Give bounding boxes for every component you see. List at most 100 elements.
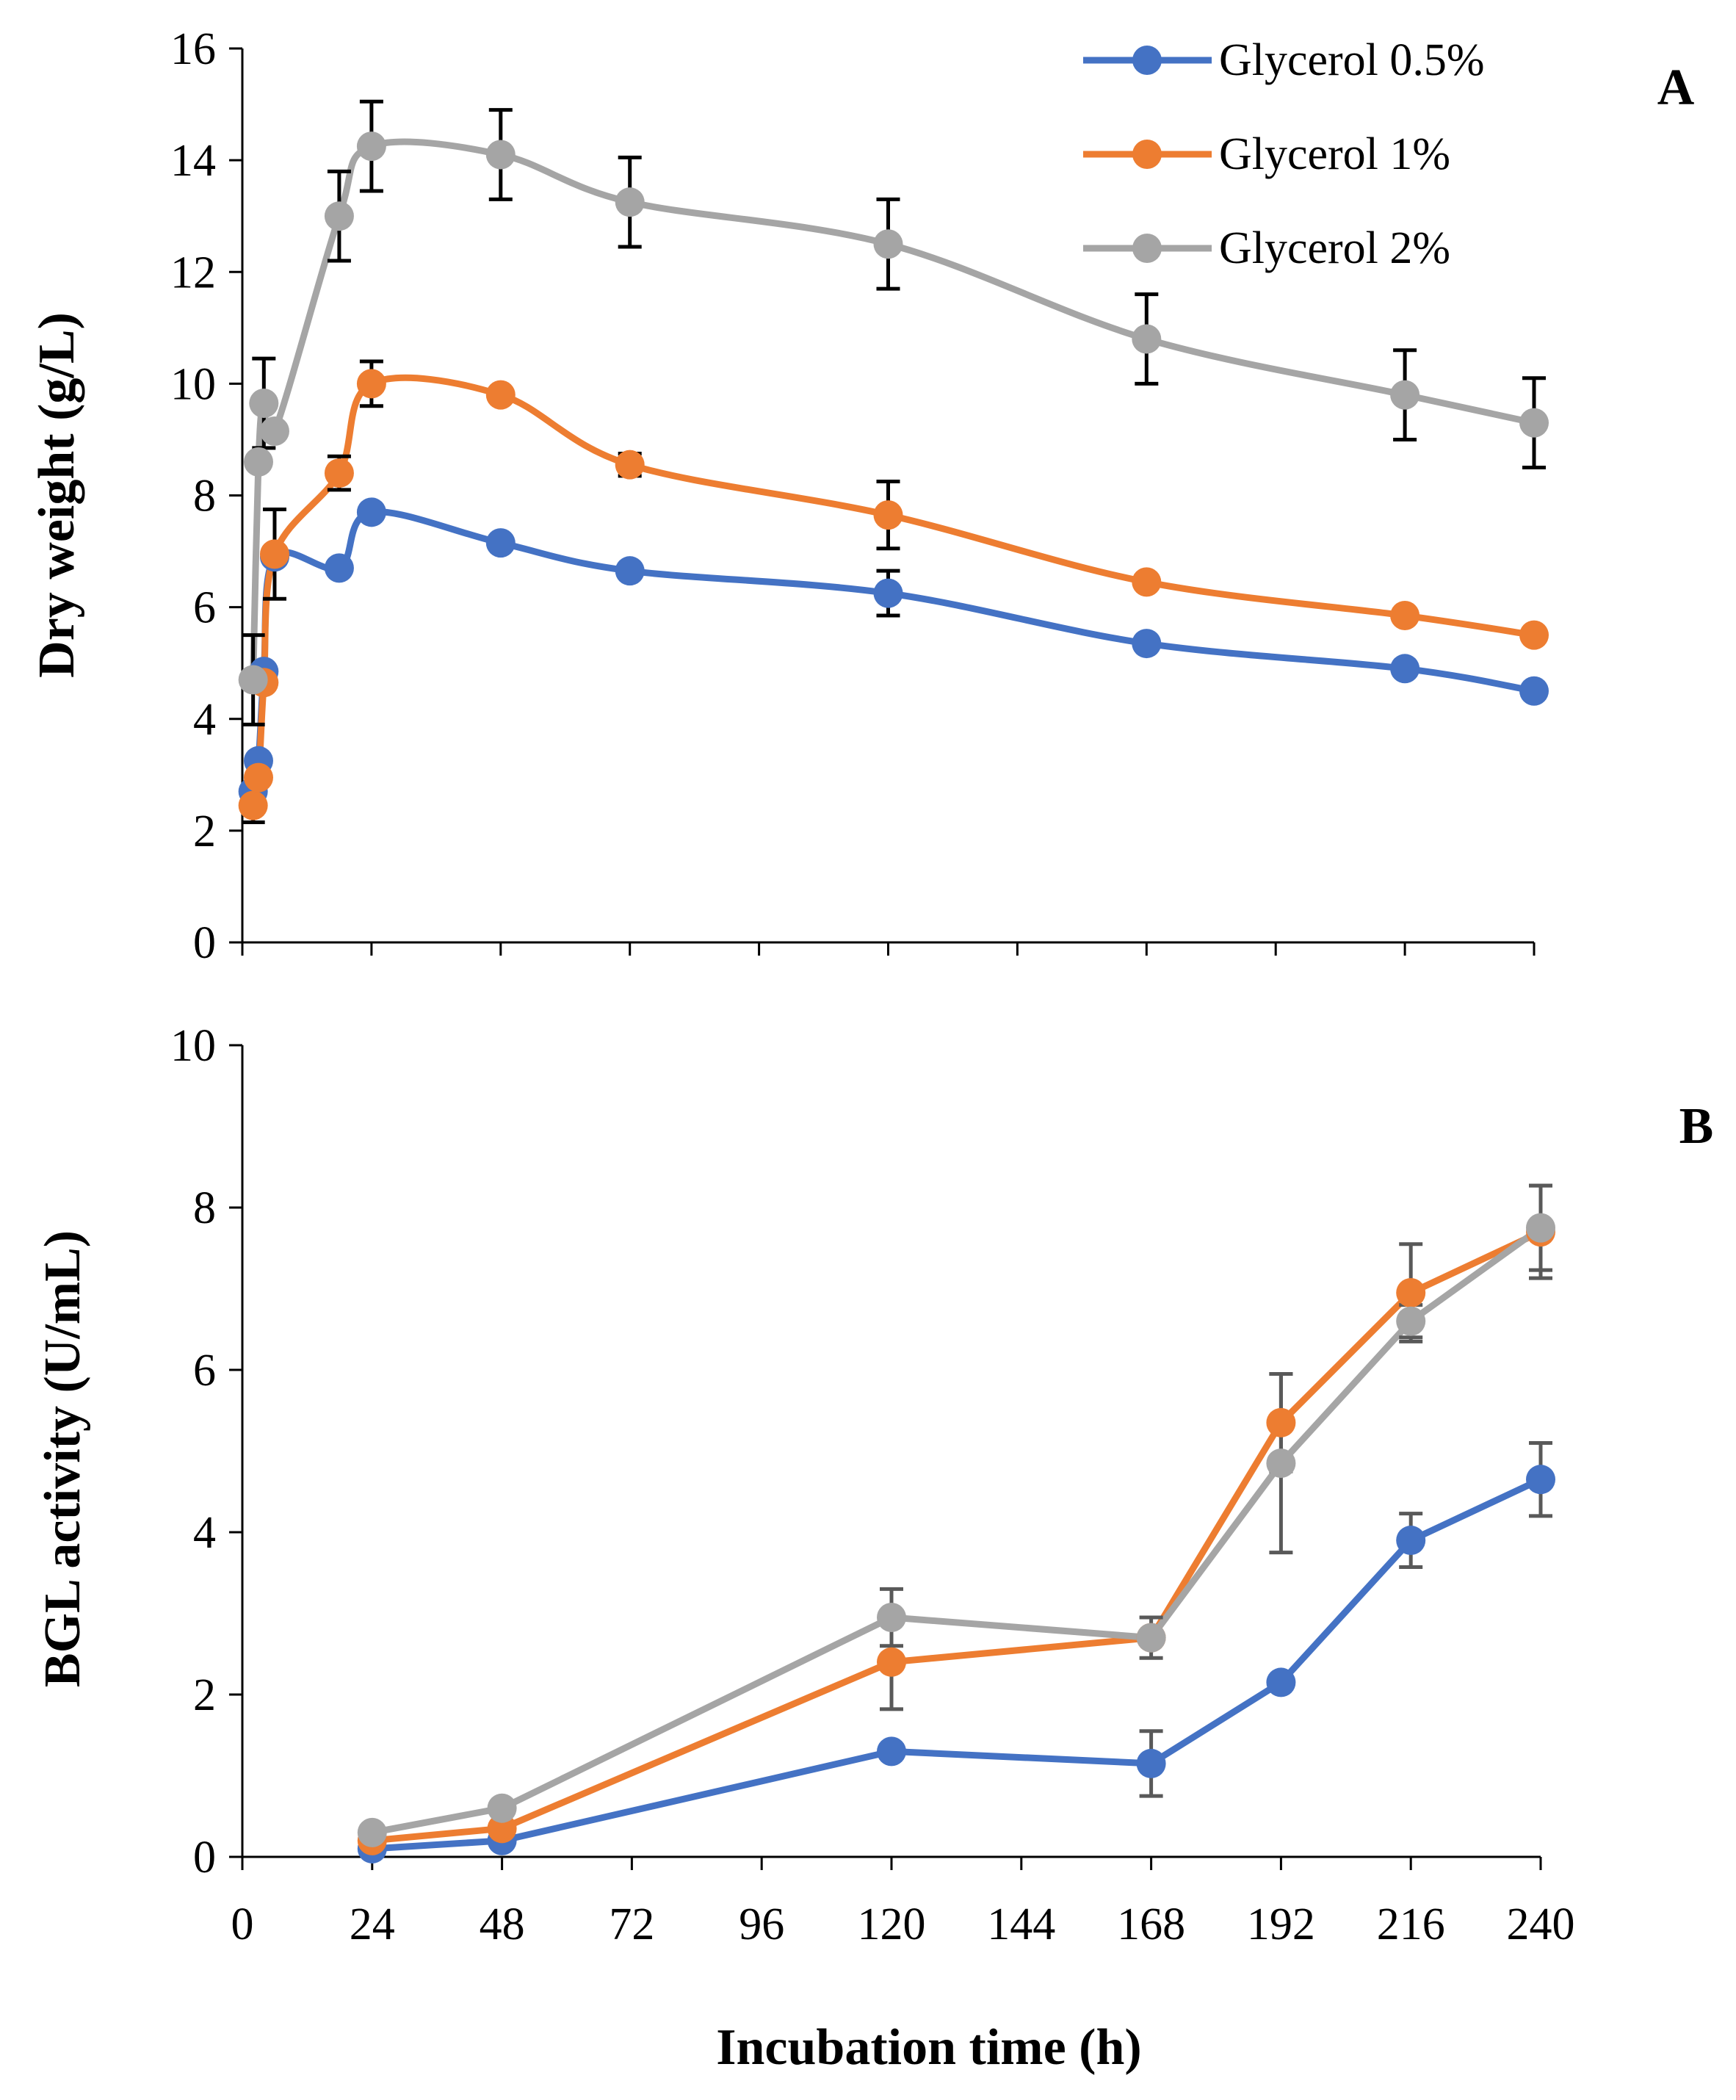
panel-a-y-tick: 14: [170, 136, 242, 186]
legend-label-glycerol-1: Glycerol 1%: [1219, 129, 1450, 179]
data-point-glycerol-0-5: [1266, 1667, 1296, 1697]
data-point-glycerol-1: [1390, 601, 1420, 631]
x-tick-label: 168: [1117, 1899, 1185, 1949]
data-point-glycerol-2: [1136, 1623, 1166, 1653]
x-tick-label: 24: [350, 1899, 395, 1949]
data-point-glycerol-2: [259, 416, 289, 447]
y-tick-label: 6: [193, 1346, 216, 1396]
data-point-glycerol-2: [873, 229, 903, 259]
x-tick-label: 72: [609, 1899, 654, 1949]
x-tick-label: 192: [1247, 1899, 1315, 1949]
y-tick-label: 0: [193, 1833, 216, 1883]
panel-a-y-tick: 12: [170, 248, 242, 297]
panel-b-y-tick: 8: [193, 1183, 242, 1233]
data-point-glycerol-1: [238, 790, 268, 820]
data-point-glycerol-1: [1266, 1407, 1296, 1437]
data-point-glycerol-2: [485, 140, 516, 170]
data-point-glycerol-0-5: [1526, 1465, 1555, 1495]
data-point-glycerol-1: [259, 539, 289, 569]
legend-item-glycerol-1: Glycerol 1%: [1083, 129, 1450, 179]
x-tick-label: 48: [480, 1899, 525, 1949]
data-point-glycerol-0-5: [1519, 676, 1549, 706]
panel-a-label: A: [1657, 59, 1695, 116]
data-point-glycerol-1: [243, 762, 273, 793]
data-point-glycerol-2: [1390, 380, 1420, 410]
data-point-glycerol-1: [873, 500, 903, 530]
panel-b-y-axis-title: BGL activity (U/mL): [35, 1230, 91, 1687]
data-point-glycerol-0-5: [1390, 654, 1420, 684]
x-tick-label: 0: [231, 1899, 254, 1949]
data-point-glycerol-0-5: [877, 1736, 906, 1767]
panel-b-y-tick: 2: [193, 1670, 242, 1720]
data-point-glycerol-2: [1266, 1448, 1296, 1479]
y-tick-label: 10: [170, 1021, 216, 1071]
legend: Glycerol 0.5% Glycerol 1% Glycerol 2%: [1083, 35, 1485, 273]
data-point-glycerol-2: [324, 201, 354, 231]
legend-label-glycerol-2: Glycerol 2%: [1219, 223, 1450, 273]
x-axis-title: Incubation time (h): [716, 2019, 1141, 2076]
data-point-glycerol-0-5: [1136, 1748, 1166, 1778]
x-tick-label: 120: [858, 1899, 926, 1949]
data-point-glycerol-0-5: [356, 497, 386, 527]
legend-marker-glycerol-2: [1132, 234, 1162, 263]
y-tick-label: 2: [193, 807, 216, 856]
data-point-glycerol-2: [615, 187, 645, 217]
data-point-glycerol-0-5: [485, 528, 516, 558]
data-point-glycerol-1: [1396, 1278, 1426, 1308]
series-line-glycerol-2: [371, 1224, 1543, 1836]
legend-label-glycerol-0-5: Glycerol 0.5%: [1219, 35, 1485, 85]
panel-a-y-tick: 6: [193, 583, 242, 633]
y-tick-label: 4: [193, 1508, 216, 1558]
data-point-glycerol-1: [1132, 567, 1162, 597]
panel-a-y-tick: 2: [193, 807, 242, 856]
data-point-glycerol-2: [238, 665, 268, 695]
panel-a-y-axis-title: Dry weight (g/L): [29, 312, 85, 678]
panel-b-y-tick: 6: [193, 1346, 242, 1396]
data-point-glycerol-0-5: [324, 553, 354, 583]
data-point-glycerol-2: [249, 388, 279, 418]
data-point-glycerol-2: [877, 1603, 906, 1633]
data-point-glycerol-1: [1519, 620, 1549, 650]
panel-a-y-tick: 4: [193, 695, 242, 745]
series-line-glycerol-0-5: [250, 508, 1535, 793]
y-tick-label: 8: [193, 1183, 216, 1233]
panel-a-dry-weight: 0 2 4 6 8 10 12 14 16 Dry weight (g/L) A Glycero…: [29, 24, 1695, 968]
y-tick-label: 16: [170, 24, 216, 74]
data-point-glycerol-1: [615, 450, 645, 480]
data-point-glycerol-2: [356, 131, 386, 162]
x-tick-label: 240: [1507, 1899, 1575, 1949]
data-point-glycerol-2: [487, 1793, 517, 1823]
panel-b-label: B: [1679, 1098, 1714, 1155]
panel-a-y-tick: 16: [170, 24, 242, 74]
panel-a-y-tick: 10: [170, 359, 242, 409]
data-point-glycerol-1: [487, 1814, 517, 1844]
panel-b-y-tick: 10: [170, 1021, 242, 1071]
data-point-glycerol-1: [877, 1647, 906, 1677]
legend-item-glycerol-2: Glycerol 2%: [1083, 223, 1450, 273]
data-point-glycerol-2: [1526, 1213, 1555, 1243]
data-point-glycerol-1: [356, 369, 386, 399]
data-point-glycerol-2: [1396, 1306, 1426, 1336]
y-tick-label: 6: [193, 583, 216, 633]
data-point-glycerol-2: [243, 447, 273, 477]
panel-a-y-tick: 8: [193, 472, 242, 522]
y-tick-label: 4: [193, 695, 216, 745]
legend-item-glycerol-0-5: Glycerol 0.5%: [1083, 35, 1485, 85]
y-tick-label: 2: [193, 1670, 216, 1720]
data-point-glycerol-2: [1519, 408, 1549, 438]
panel-b-y-tick: 0: [193, 1833, 242, 1883]
x-tick-label: 144: [987, 1899, 1055, 1949]
data-point-glycerol-2: [357, 1817, 387, 1847]
y-tick-label: 8: [193, 472, 216, 522]
y-tick-label: 12: [170, 248, 216, 297]
y-tick-label: 0: [193, 918, 216, 968]
x-tick-label: 96: [739, 1899, 784, 1949]
x-tick-label: 216: [1377, 1899, 1445, 1949]
data-point-glycerol-1: [485, 380, 516, 410]
y-tick-label: 14: [170, 136, 216, 186]
panel-b-y-tick: 4: [193, 1508, 242, 1558]
data-point-glycerol-2: [1132, 324, 1162, 354]
series-line-glycerol-1: [372, 1229, 1542, 1844]
